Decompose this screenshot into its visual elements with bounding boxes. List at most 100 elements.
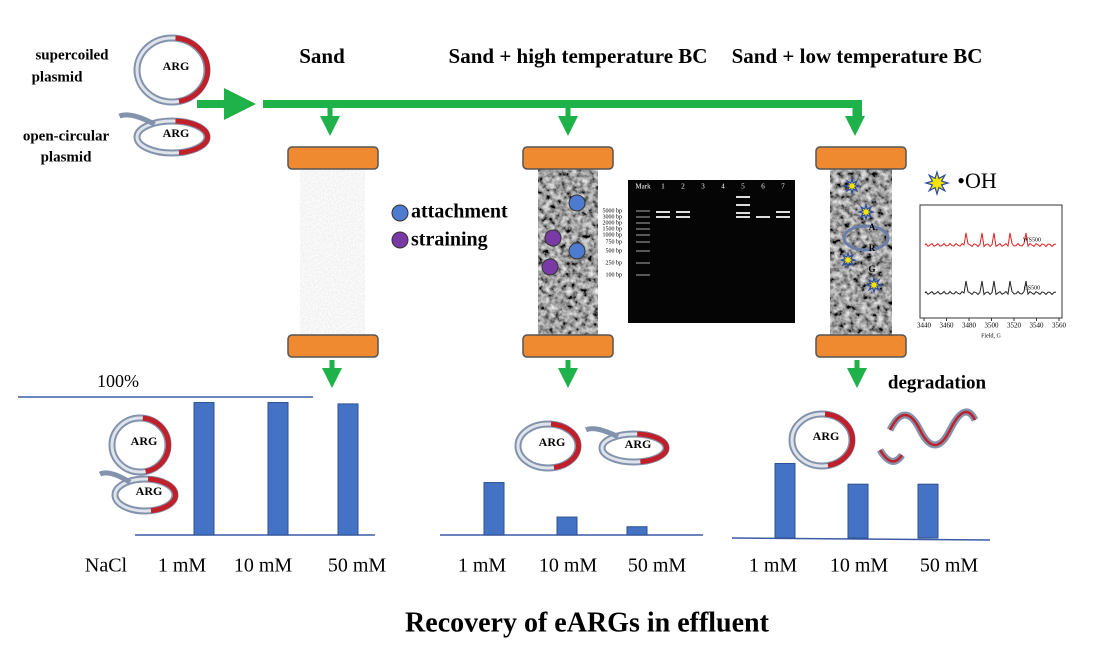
column-title: Sand [299,44,345,68]
gene-label: ARG [131,434,158,448]
category-label: 1 mM [749,555,798,577]
category-label: 50 mM [920,555,979,577]
lane-label: Mark [635,183,651,191]
column-body [830,168,892,335]
layout [197,88,867,388]
ladder-label: 250 bp [606,260,623,266]
arg-segment [175,118,211,156]
epr-tick-label: 3500 [985,322,1000,330]
arg-segment [147,476,179,514]
epr-plot [919,204,1063,319]
radical-icon [842,176,862,196]
lane-label: 7 [781,183,785,191]
salt-label: NaCl [85,555,128,577]
epr-tick-label: 3480 [962,322,977,330]
epr-axis-label: Field, G [981,333,1001,339]
bar [267,402,289,536]
title: Recovery of eARGs in effluent [405,607,770,638]
epr-trace [924,232,1057,248]
radical-icon [856,202,876,222]
reference-label: 100% [97,371,139,391]
input-label: supercoiled [35,47,109,63]
gene-letter: R [869,243,876,253]
gene-label: ARG [625,437,652,451]
radical-label: •OH [957,168,997,193]
epr-series-label: CS500 [1024,285,1040,291]
bar [847,483,869,539]
ladder-label: 100 bp [606,272,623,278]
category-label: 10 mM [830,555,889,577]
lane-label: 2 [681,183,685,191]
particle [391,231,409,249]
category-label: 10 mM [234,555,293,577]
arg-segment [637,431,670,465]
particle [544,229,562,247]
gel-image [628,180,795,323]
flow-line [263,100,862,118]
plasmid-tail [585,426,620,440]
radical-icon [864,275,884,295]
arg-segment [142,415,171,474]
ladder-label: 500 bp [606,248,623,254]
column-cap [287,146,379,170]
bar [483,482,505,536]
gene-label: ARG [163,126,190,140]
gene-label: ARG [163,59,190,73]
ladder-label: 750 bp [606,239,623,245]
ladder-label: 3000 bp [603,214,623,220]
plasmid [842,224,890,252]
epr-tick-label: 3520 [1007,322,1022,330]
epr-tick-label: 3540 [1030,322,1045,330]
gene-label: ARG [539,435,566,449]
category-label: 10 mM [539,555,598,577]
particle [541,258,559,276]
gene-label: ARG [813,429,840,443]
legend-label: straining [411,229,488,251]
dna-fragment [888,410,977,447]
arg-segment [175,35,211,104]
category-label: 1 mM [458,555,507,577]
epr-tick-label: 3460 [940,322,955,330]
lane-label: 6 [761,183,765,191]
category-label: 1 mM [158,555,207,577]
epr-series-label: WS500 [1023,237,1041,243]
ladder-label: 1000 bp [603,232,623,238]
gene-letter: G [868,264,875,274]
category-label: 50 mM [328,555,387,577]
epr-tick-label: 3440 [917,322,932,330]
particle [391,204,409,222]
ladder-label: 1500 bp [603,226,623,232]
bar [556,516,578,536]
particle [568,242,586,260]
column-cap [815,146,907,170]
particle [568,194,586,212]
dna-fragment [886,408,979,449]
radical-icon [923,169,951,197]
input-label: plasmid [41,149,93,165]
arg-segment [550,421,582,471]
column-title: Sand + high temperature BC [449,44,708,68]
bar [917,483,939,539]
plasmid-tail [118,112,156,127]
radical-icon [838,250,858,270]
lane-label: 1 [661,183,665,191]
column-cap [815,334,907,358]
column-title: Sand + low temperature BC [732,44,983,68]
epr-trace [924,280,1057,296]
column-cap [522,334,614,358]
input-label: open-circular [23,128,110,144]
lane-label: 4 [721,183,725,191]
ladder-label: 2000 bp [603,220,623,226]
input-label: plasmid [32,69,84,85]
legend-label: attachment [411,201,508,223]
lane-label: 3 [701,183,705,191]
ladder-label: 5000 bp [603,208,623,214]
category-label: 50 mM [628,555,687,577]
column-cap [287,334,379,358]
gene-letter: A [869,222,876,232]
lane-label: 5 [741,183,745,191]
column-body [300,168,365,335]
arg-segment [824,411,856,468]
epr-tick-label: 3560 [1052,322,1067,330]
